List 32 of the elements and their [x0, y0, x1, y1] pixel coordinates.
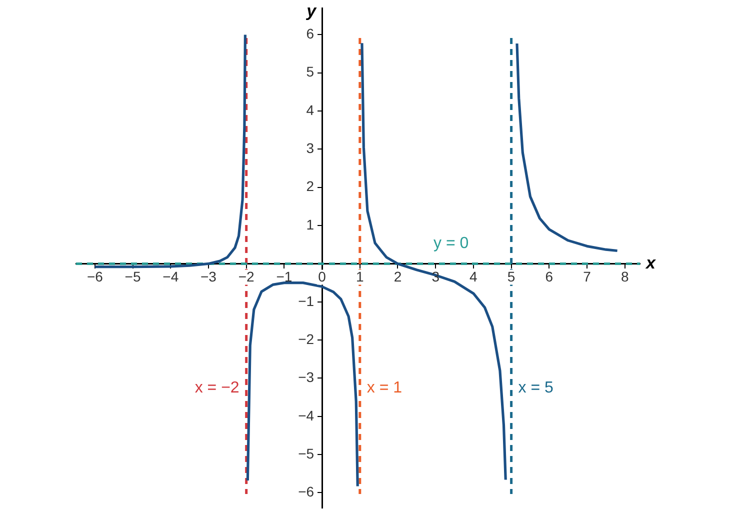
y-tick-label: −1	[298, 292, 314, 309]
ref-line-label: x = 5	[518, 379, 554, 396]
x-tick-label: −5	[124, 268, 141, 285]
x-tick-label: 2	[394, 268, 402, 285]
ref-line-label: x = −2	[194, 379, 240, 396]
ref-line-label: x = 1	[366, 379, 402, 396]
x-tick-label: −4	[162, 268, 179, 285]
y-tick-label: 3	[306, 140, 314, 156]
x-tick-label: 4	[470, 268, 478, 285]
y-tick-label: 2	[306, 178, 314, 194]
y-axis-title: y	[306, 2, 318, 21]
x-axis-title: x	[645, 253, 657, 272]
x-tick-label: −2	[238, 268, 255, 285]
x-tick-label: 5	[507, 268, 516, 285]
y-tick-label: −6	[298, 484, 314, 500]
x-tick-label: 8	[620, 268, 629, 285]
x-tick-label: −1	[276, 268, 292, 285]
y-tick-label: −3	[298, 369, 314, 386]
y-tick-label: 6	[306, 26, 314, 42]
y-tick-label: −2	[298, 330, 314, 347]
x-tick-label: 0	[318, 268, 326, 285]
x-tick-label: −3	[200, 268, 217, 285]
x-tick-label: 6	[545, 268, 554, 285]
x-tick-label: 1	[356, 268, 364, 285]
ref-line-label: y = 0	[433, 235, 469, 252]
y-tick-label: −5	[298, 445, 314, 462]
y-tick-label: 5	[306, 64, 314, 80]
y-tick-label: −4	[298, 407, 314, 424]
x-tick-label: −6	[86, 268, 104, 285]
y-tick-label: 4	[306, 102, 314, 118]
x-tick-label: 7	[583, 268, 592, 285]
y-tick-label: 1	[306, 216, 314, 232]
